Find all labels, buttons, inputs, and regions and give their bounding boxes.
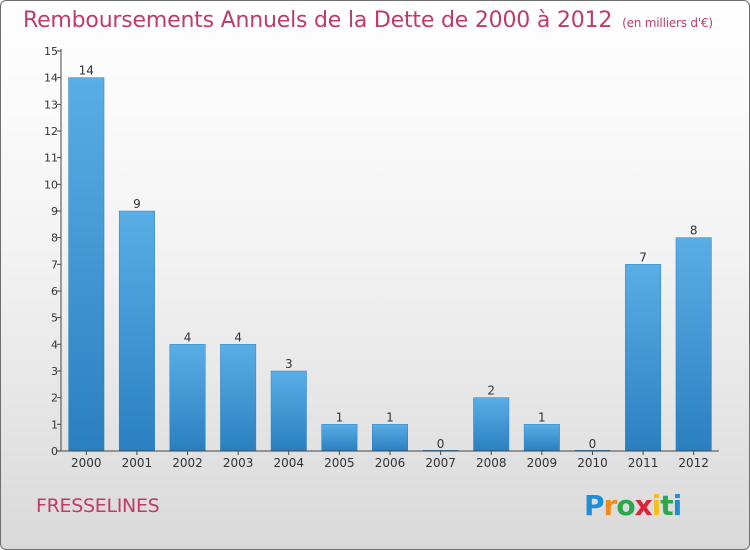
x-tick-label-2012: 2012 — [678, 456, 709, 470]
data-label-2012: 8 — [690, 224, 698, 238]
y-tick-label: 8 — [51, 232, 58, 245]
x-tick-label-2004: 2004 — [273, 456, 304, 470]
data-label-2007: 0 — [437, 437, 445, 451]
x-tick-label-2005: 2005 — [324, 456, 355, 470]
bar-2005 — [321, 424, 358, 452]
y-tick-label: 9 — [51, 205, 58, 218]
x-tick-label-2003: 2003 — [223, 456, 254, 470]
bar-2012 — [675, 237, 712, 452]
x-tick-label-2010: 2010 — [577, 456, 608, 470]
bar-2000 — [68, 77, 105, 452]
y-tick-label: 7 — [51, 258, 58, 271]
y-tick-label: 2 — [51, 392, 58, 405]
x-tick-label-2011: 2011 — [628, 456, 659, 470]
x-tick-label-2001: 2001 — [122, 456, 153, 470]
bar-2003 — [220, 344, 257, 452]
data-label-2001: 9 — [133, 197, 141, 211]
logo-letter: x — [634, 489, 653, 522]
x-tick-label-2006: 2006 — [375, 456, 406, 470]
chart-subtitle: (en milliers d'€) — [622, 16, 713, 30]
x-tick-label-2008: 2008 — [476, 456, 507, 470]
logo-letter: r — [603, 489, 618, 522]
bar-2008 — [473, 397, 510, 452]
y-tick-label: 15 — [44, 45, 58, 58]
y-tick-label: 10 — [44, 178, 58, 191]
y-tick-label: 5 — [51, 312, 58, 325]
y-tick-label: 6 — [51, 285, 58, 298]
y-tick-label: 1 — [51, 418, 58, 431]
y-tick-label: 3 — [51, 365, 58, 378]
logo-letter: P — [584, 489, 605, 522]
x-tick-label-2002: 2002 — [172, 456, 203, 470]
data-label-2011: 7 — [639, 250, 647, 264]
data-label-2008: 2 — [487, 384, 495, 398]
logo-letter: i — [651, 489, 662, 522]
y-tick-label: 14 — [44, 72, 58, 85]
data-label-2006: 1 — [386, 410, 394, 424]
y-tick-label: 4 — [51, 338, 58, 351]
y-tick-label: 12 — [44, 125, 58, 138]
x-tick-label-2009: 2009 — [527, 456, 558, 470]
logo-letter: i — [672, 489, 683, 522]
x-tick-label-2007: 2007 — [425, 456, 456, 470]
city-name: FRESSELINES — [36, 495, 160, 517]
bar-2006 — [372, 424, 408, 452]
data-label-2002: 4 — [184, 330, 192, 344]
data-label-2000: 14 — [79, 64, 94, 78]
proxiti-logo: Proxiti — [584, 489, 683, 522]
data-label-2009: 1 — [538, 410, 546, 424]
data-label-2005: 1 — [336, 410, 344, 424]
bar-2011 — [625, 264, 662, 452]
y-tick-label: 11 — [44, 152, 58, 165]
bar-2001 — [118, 210, 155, 452]
logo-letter: o — [616, 489, 635, 522]
bars-group: 14 9 4 4 3 1 1 0 2 1 0 7 8 — [68, 64, 712, 452]
bar-2002 — [169, 344, 206, 452]
bar-2009 — [523, 424, 560, 452]
x-tick-label-2000: 2000 — [71, 456, 102, 470]
chart-title: Remboursements Annuels de la Dette de 20… — [23, 8, 713, 33]
y-tick-label: 0 — [51, 445, 58, 458]
data-label-2003: 4 — [234, 330, 242, 344]
logo-letter: t — [660, 489, 673, 522]
chart-title-text: Remboursements Annuels de la Dette de 20… — [23, 8, 613, 33]
data-label-2004: 3 — [285, 357, 293, 371]
bar-2004 — [270, 370, 307, 452]
x-axis: 2000 2001 2002 2003 2004 2005 2006 2007 2008 2009… — [61, 450, 719, 470]
y-tick-label: 13 — [44, 98, 58, 111]
data-label-2010: 0 — [589, 437, 597, 451]
